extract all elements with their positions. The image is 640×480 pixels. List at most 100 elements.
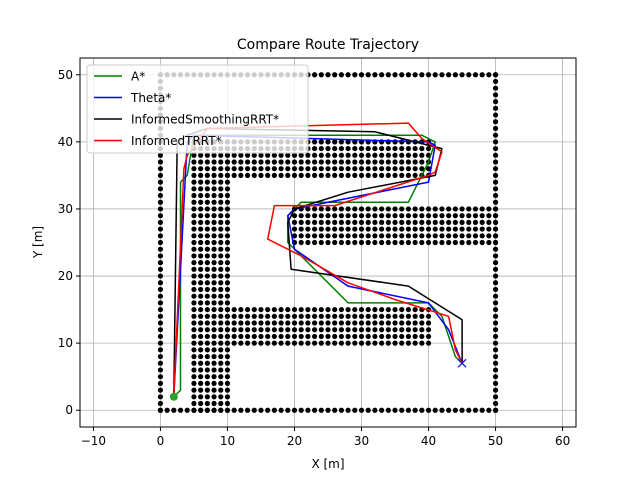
obstacle-point <box>392 340 398 346</box>
obstacle-point <box>224 394 231 400</box>
obstacle-point <box>439 219 445 225</box>
obstacle-point <box>459 219 465 225</box>
obstacle-point <box>238 333 244 340</box>
obstacle-point <box>211 239 217 246</box>
obstacle-point <box>425 206 432 212</box>
obstacle-point <box>358 226 365 232</box>
obstacle-point <box>399 152 405 158</box>
obstacle-point <box>218 199 224 205</box>
obstacle-point <box>224 159 231 165</box>
obstacle-point <box>492 367 499 373</box>
obstacle-point <box>238 166 244 172</box>
obstacle-point <box>218 239 224 246</box>
obstacle-point <box>399 166 405 172</box>
obstacle-point <box>466 407 472 413</box>
obstacle-point <box>191 293 197 299</box>
obstacle-point <box>251 166 257 172</box>
obstacle-point <box>204 260 210 266</box>
obstacle-point <box>345 327 351 333</box>
obstacle-point <box>251 152 257 158</box>
obstacle-point <box>372 313 378 319</box>
obstacle-point <box>392 206 398 212</box>
obstacle-point <box>405 407 412 413</box>
obstacle-point <box>218 360 224 366</box>
obstacle-point <box>191 400 197 407</box>
obstacle-point <box>191 387 197 393</box>
obstacle-point <box>365 333 371 340</box>
obstacle-point <box>224 280 231 286</box>
obstacle-point <box>204 192 210 199</box>
obstacle-point <box>425 213 432 219</box>
obstacle-point <box>265 152 271 158</box>
obstacle-point <box>157 152 164 158</box>
obstacle-point <box>338 320 345 326</box>
obstacle-point <box>198 380 204 386</box>
obstacle-point <box>466 239 472 246</box>
start-goal-markers <box>169 358 467 401</box>
obstacle-point <box>439 206 445 212</box>
obstacle-point <box>218 300 224 306</box>
obstacle-point <box>379 213 385 219</box>
obstacle-point <box>157 260 164 266</box>
obstacle-point <box>291 166 298 172</box>
obstacle-point <box>379 159 385 165</box>
obstacle-point <box>204 239 210 246</box>
obstacle-point <box>492 293 499 299</box>
obstacle-point <box>211 213 217 219</box>
obstacle-point <box>379 313 385 319</box>
obstacle-point <box>298 233 304 239</box>
obstacle-point <box>332 333 338 340</box>
obstacle-point <box>157 286 164 293</box>
obstacle-point <box>358 239 365 246</box>
obstacle-point <box>338 407 345 413</box>
obstacle-point <box>452 226 458 232</box>
obstacle-point <box>291 233 298 239</box>
obstacle-point <box>191 380 197 386</box>
obstacle-point <box>218 327 224 333</box>
obstacle-point <box>492 306 499 313</box>
obstacle-point <box>204 172 210 179</box>
obstacle-point <box>492 239 499 246</box>
obstacle-point <box>224 300 231 306</box>
obstacle-point <box>191 239 197 246</box>
obstacle-point <box>412 226 418 232</box>
obstacle-point <box>492 125 499 132</box>
obstacle-point <box>492 233 499 239</box>
obstacle-point <box>224 239 231 246</box>
legend-label: InformedSmoothingRRT* <box>131 113 279 127</box>
obstacle-point <box>298 333 304 340</box>
obstacle-point <box>345 139 351 145</box>
obstacle-point <box>157 206 164 212</box>
obstacle-point <box>372 306 378 313</box>
obstacle-point <box>298 320 304 326</box>
obstacle-point <box>332 313 338 319</box>
obstacle-point <box>452 206 458 212</box>
obstacle-point <box>405 219 412 225</box>
obstacle-point <box>365 313 371 319</box>
obstacle-point <box>191 219 197 225</box>
x-tick-label: 30 <box>354 434 369 448</box>
obstacle-point <box>244 333 251 340</box>
x-tick-label: 20 <box>287 434 302 448</box>
obstacle-point <box>325 152 331 158</box>
obstacle-point <box>379 239 385 246</box>
obstacle-point <box>459 226 465 232</box>
obstacle-point <box>419 320 425 326</box>
obstacle-point <box>278 340 284 346</box>
obstacle-point <box>492 132 499 138</box>
obstacle-point <box>298 340 304 346</box>
obstacle-point <box>218 394 224 400</box>
obstacle-point <box>352 145 358 152</box>
obstacle-point <box>285 166 291 172</box>
obstacle-point <box>479 206 485 212</box>
obstacle-point <box>452 72 458 78</box>
obstacle-point <box>198 266 204 272</box>
obstacle-point <box>352 172 358 179</box>
obstacle-point <box>325 407 331 413</box>
obstacle-point <box>459 206 465 212</box>
obstacle-point <box>392 159 398 165</box>
obstacle-point <box>211 340 217 346</box>
obstacle-point <box>492 394 499 400</box>
obstacle-point <box>439 213 445 219</box>
obstacle-point <box>358 306 365 313</box>
